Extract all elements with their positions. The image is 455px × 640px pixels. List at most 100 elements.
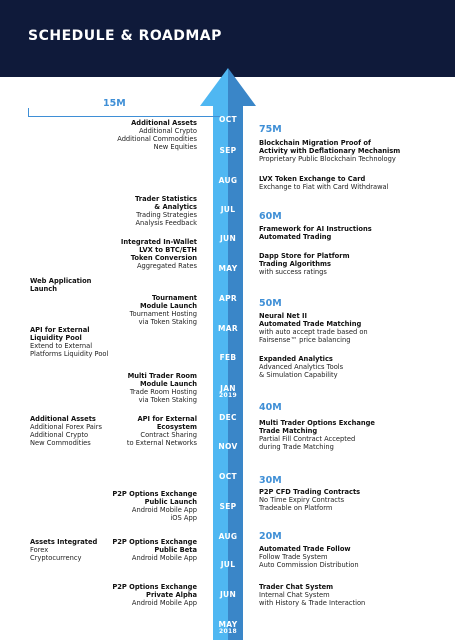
month-label: JUN bbox=[213, 234, 243, 243]
roadmap-item: API for External Liquidity Pool Extend to… bbox=[30, 326, 108, 358]
roadmap-item: Assets Integrated Forex Cryptocurrency bbox=[30, 538, 97, 562]
roadmap-item: API for External Ecosystem Contract Shari… bbox=[127, 415, 197, 447]
milestone-right: 50M bbox=[259, 298, 282, 309]
roadmap-item-detail: Exchange to Fiat with Card Withdrawal bbox=[259, 183, 389, 191]
roadmap-item-detail: with History & Trade Interaction bbox=[259, 599, 366, 607]
roadmap-item-detail: with success ratings bbox=[259, 268, 327, 276]
roadmap-item: Multi Trader Room Module Launch Trade Roo… bbox=[128, 372, 197, 404]
roadmap-item-detail: Auto Commission Distribution bbox=[259, 561, 359, 569]
month-name: JUN bbox=[219, 590, 237, 599]
roadmap-item: Additional Assets Additional Forex Pairs A… bbox=[30, 415, 102, 447]
month-label: JAN 2019 bbox=[213, 384, 243, 399]
roadmap-item-detail: Additional Commodities bbox=[117, 135, 197, 143]
roadmap-item-detail: Fairsense™ price balancing bbox=[259, 336, 351, 344]
month-name: OCT bbox=[219, 472, 237, 481]
roadmap-item: Automated Trade Follow Follow Trade Syste… bbox=[259, 545, 449, 569]
month-year: 2018 bbox=[219, 628, 237, 635]
month-label: JUN bbox=[213, 590, 243, 599]
roadmap-item-heading: Neural Net II Automated Trade Matching bbox=[259, 312, 362, 328]
roadmap-item-heading: Trader Chat System bbox=[259, 583, 334, 591]
month-label: DEC bbox=[213, 413, 243, 422]
roadmap-item-detail: Cryptocurrency bbox=[30, 554, 82, 562]
roadmap-item-detail: Tournament Hosting bbox=[129, 310, 197, 318]
roadmap-item: Web Application Launch bbox=[30, 277, 91, 293]
roadmap-item-detail: Proprietary Public Blockchain Technology bbox=[259, 155, 396, 163]
page-title: SCHEDULE & ROADMAP bbox=[28, 28, 222, 44]
month-name: JUL bbox=[220, 560, 236, 569]
roadmap-item: P2P Options Exchange Private Alpha Androi… bbox=[112, 583, 197, 607]
month-name: FEB bbox=[219, 353, 237, 362]
roadmap-item-detail: Partial Fill Contract Accepted bbox=[259, 435, 356, 443]
roadmap-item-detail: via Token Staking bbox=[138, 318, 197, 326]
roadmap-item-detail: Forex bbox=[30, 546, 49, 554]
roadmap-item-heading: Integrated In-Wallet LVX to BTC/ETH Toke… bbox=[120, 238, 197, 262]
month-label: SEP bbox=[213, 146, 243, 155]
roadmap-item-detail: New Commodities bbox=[30, 439, 91, 447]
roadmap-item: Trader Chat System Internal Chat System wi… bbox=[259, 583, 449, 607]
month-label: OCT bbox=[213, 472, 243, 481]
roadmap-item-detail: No Time Expiry Contracts bbox=[259, 496, 345, 504]
roadmap-item: Framework for AI Instructions Automated … bbox=[259, 225, 449, 241]
milestone-right: 75M bbox=[259, 124, 282, 135]
roadmap-item-detail: Analysis Feedback bbox=[135, 219, 197, 227]
roadmap-item: P2P CFD Trading Contracts No Time Expiry … bbox=[259, 488, 449, 512]
roadmap-item-detail: & Simulation Capability bbox=[259, 371, 338, 379]
roadmap-item-heading: P2P Options Exchange Private Alpha bbox=[112, 583, 197, 599]
roadmap-item: Neural Net II Automated Trade Matching wi… bbox=[259, 312, 449, 344]
roadmap-item-detail: during Trade Matching bbox=[259, 443, 334, 451]
roadmap-item: P2P Options Exchange Public Launch Androi… bbox=[112, 490, 197, 522]
roadmap-item-detail: Trading Strategies bbox=[136, 211, 197, 219]
roadmap-item-detail: Additional Crypto bbox=[30, 431, 89, 439]
roadmap-item-heading: Multi Trader Options Exchange Trade Matc… bbox=[259, 419, 375, 435]
roadmap-item-detail: to External Networks bbox=[126, 439, 197, 447]
month-label: AUG bbox=[213, 176, 243, 185]
roadmap-item: Expanded Analytics Advanced Analytics Too… bbox=[259, 355, 449, 379]
milestone-right: 40M bbox=[259, 402, 282, 413]
month-label: MAR bbox=[213, 324, 243, 333]
month-label: JUL bbox=[213, 560, 243, 569]
roadmap-item-heading: Additional Assets bbox=[131, 119, 197, 127]
month-name: AUG bbox=[218, 176, 238, 185]
roadmap-item: Additional Assets Additional Crypto Additi… bbox=[117, 119, 197, 151]
roadmap-item-detail: Additional Forex Pairs bbox=[30, 423, 102, 431]
roadmap-item-heading: Additional Assets bbox=[30, 415, 96, 423]
roadmap-item-detail: Android Mobile App bbox=[131, 554, 197, 562]
roadmap-item-detail: Follow Trade System bbox=[259, 553, 328, 561]
roadmap-item-heading: P2P Options Exchange Public Launch bbox=[112, 490, 197, 506]
roadmap-item-detail: Extend to External bbox=[30, 342, 93, 350]
roadmap-item-heading: Multi Trader Room Module Launch bbox=[127, 372, 197, 388]
roadmap-item-heading: Assets Integrated bbox=[30, 538, 98, 546]
month-name: NOV bbox=[218, 442, 238, 451]
roadmap-item-heading: Trader Statistics & Analytics bbox=[134, 195, 197, 211]
roadmap-item-heading: API for External Ecosystem bbox=[137, 415, 197, 431]
roadmap-item-detail: Internal Chat System bbox=[259, 591, 330, 599]
roadmap-item-heading: API for External Liquidity Pool bbox=[30, 326, 90, 342]
month-label: SEP bbox=[213, 502, 243, 511]
month-label: AUG bbox=[213, 532, 243, 541]
month-name: APR bbox=[219, 294, 237, 303]
month-name: MAY bbox=[218, 264, 238, 273]
roadmap-item: Multi Trader Options Exchange Trade Matc… bbox=[259, 419, 449, 451]
milestone-left-15m: 15M bbox=[103, 98, 126, 109]
roadmap-item-heading: Expanded Analytics bbox=[259, 355, 333, 363]
roadmap-item-heading: P2P CFD Trading Contracts bbox=[259, 488, 361, 496]
roadmap-item: P2P Options Exchange Public Beta Android … bbox=[112, 538, 197, 562]
roadmap-item-detail: Tradeable on Platform bbox=[259, 504, 333, 512]
month-label: APR bbox=[213, 294, 243, 303]
roadmap-item: Integrated In-Wallet LVX to BTC/ETH Toke… bbox=[121, 238, 197, 270]
month-name: SEP bbox=[219, 146, 237, 155]
roadmap-item-heading: LVX Token Exchange to Card bbox=[259, 175, 366, 183]
roadmap-item-heading: Tournament Module Launch bbox=[140, 294, 197, 310]
roadmap-item: Blockchain Migration Proof of Activity w… bbox=[259, 139, 449, 163]
milestone-right: 30M bbox=[259, 475, 282, 486]
month-label: MAY 2018 bbox=[213, 620, 243, 635]
month-name: MAY bbox=[218, 620, 238, 629]
arrow-light-half bbox=[200, 68, 228, 640]
month-name: OCT bbox=[219, 115, 237, 124]
roadmap-item: Dapp Store for Platform Trading Algorith… bbox=[259, 252, 449, 276]
milestone-guide-line bbox=[28, 108, 221, 117]
month-name: SEP bbox=[219, 502, 237, 511]
milestone-right: 60M bbox=[259, 211, 282, 222]
page-header: SCHEDULE & ROADMAP bbox=[0, 0, 455, 77]
